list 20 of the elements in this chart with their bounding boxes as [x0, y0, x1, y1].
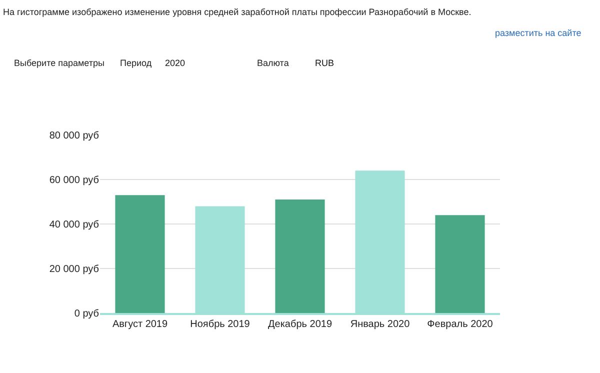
- x-tick-label: Январь 2020: [350, 319, 410, 330]
- y-tick-label: 60 000 руб: [49, 175, 100, 186]
- bar: [435, 215, 485, 313]
- text: 2020: [165, 58, 186, 68]
- x-tick-label: Август 2019: [112, 319, 168, 330]
- bar: [275, 200, 325, 313]
- y-tick-label: 20 000 руб: [49, 264, 100, 275]
- text: RUB: [315, 58, 334, 68]
- text: Выберите параметры: [14, 58, 104, 68]
- text: Период: [120, 58, 152, 68]
- text: Валюта: [257, 58, 289, 68]
- x-tick-label: Декабрь 2019: [268, 319, 332, 330]
- x-tick-label: Ноябрь 2019: [190, 319, 250, 330]
- y-tick-label: 40 000 руб: [49, 220, 100, 230]
- text: разместить на сайте: [495, 28, 582, 38]
- chart-title: На гистограмме изображено изменение уровня средней заработной платы профессии Разнорабочий в Москве.: [3, 7, 472, 18]
- bar: [115, 195, 165, 313]
- y-tick-label: 0 руб: [74, 308, 100, 320]
- x-tick-label: Февраль 2020: [427, 319, 494, 330]
- y-tick-label: 80 000 руб: [49, 130, 100, 142]
